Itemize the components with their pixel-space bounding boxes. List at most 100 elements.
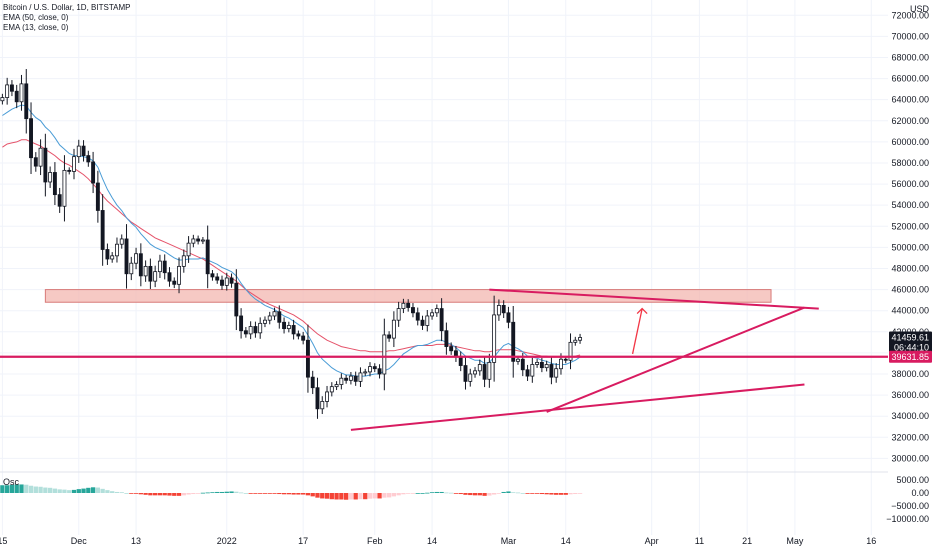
candle-body	[124, 238, 129, 275]
oscillator-bar	[449, 492, 454, 494]
oscillator-bar	[487, 493, 492, 496]
oscillator-bar	[539, 493, 545, 495]
oscillator-bar	[296, 493, 301, 495]
oscillator-bar	[520, 493, 525, 494]
level-price-badge[interactable]	[889, 350, 932, 363]
oscillator-bar	[458, 493, 463, 495]
oscillator-bar	[453, 493, 459, 494]
oscillator-bar	[167, 493, 172, 496]
ema13-line	[2, 104, 581, 377]
candle-body	[115, 243, 119, 257]
candle-body	[425, 315, 430, 326]
oscillator-bar	[315, 493, 320, 498]
oscillator-bar	[320, 493, 325, 499]
price-tick-label: 48000.00	[891, 263, 929, 273]
oscillator-bar	[372, 493, 377, 499]
oscillator-bar	[291, 493, 296, 495]
candle-body	[224, 277, 229, 286]
oscillator-bar	[277, 493, 282, 495]
oscillator-bar	[267, 493, 272, 494]
candlesticks	[0, 69, 583, 419]
oscillator-bar	[491, 493, 497, 495]
ema13-legend[interactable]: EMA (13, close, 0)	[3, 23, 69, 32]
oscillator-bar	[238, 492, 244, 494]
oscillator-bar	[234, 491, 239, 493]
time-axis[interactable]: 15 Dec 13 2022 17 Feb 14 Mar 14 Apr 11 21 May 16	[0, 536, 876, 546]
oscillator-bar	[506, 491, 511, 493]
candle-body	[52, 172, 57, 196]
candle-body	[105, 249, 110, 260]
time-tick-label: Dec	[71, 536, 88, 546]
candle-body	[277, 311, 282, 323]
oscillator-bar	[425, 492, 430, 494]
candle-body	[186, 242, 191, 257]
oscillator-pane	[0, 484, 583, 500]
candle-body	[0, 97, 5, 102]
time-tick-label: 15	[0, 536, 7, 546]
candle-body	[48, 172, 53, 183]
ema50-legend[interactable]: EMA (50, close, 0)	[3, 13, 69, 22]
oscillator-bar	[324, 493, 330, 499]
candle-body	[463, 365, 468, 382]
candle-body	[100, 210, 105, 250]
oscillator-bar	[71, 489, 77, 493]
trendline[interactable]	[546, 306, 805, 413]
oscillator-bar	[205, 492, 210, 494]
oscillator-bar	[5, 485, 10, 493]
candle-body	[167, 272, 172, 282]
candle-body	[205, 239, 210, 275]
trendline[interactable]	[489, 288, 819, 310]
candle-body	[43, 147, 48, 183]
time-tick-label: 21	[742, 536, 752, 546]
candle-body	[496, 305, 501, 316]
candle-body	[430, 312, 435, 317]
candle-body	[239, 315, 244, 332]
oscillator-bar	[86, 487, 91, 493]
candle-body	[253, 326, 258, 334]
oscillator-bar	[329, 493, 334, 500]
drawings[interactable]	[0, 288, 888, 431]
candle-body	[200, 239, 205, 242]
level-price-label: 39631.85	[891, 352, 929, 362]
candle-body	[172, 280, 177, 285]
arrow-shaft[interactable]	[631, 308, 643, 355]
oscillator-bar	[305, 493, 311, 496]
candle-body	[363, 371, 368, 374]
candle-body	[129, 262, 134, 275]
candle-body	[210, 273, 215, 278]
candle-body	[525, 369, 530, 377]
candle-body	[315, 387, 320, 410]
candle-body	[520, 358, 525, 371]
price-tick-label: 66000.00	[891, 74, 929, 84]
oscillator-bar	[339, 493, 344, 500]
last-price-badge[interactable]	[889, 331, 932, 354]
candle-body	[24, 83, 29, 120]
arrow-head[interactable]	[636, 307, 648, 315]
price-tick-label: 70000.00	[891, 31, 929, 41]
candle-body	[305, 339, 310, 378]
trendline[interactable]	[350, 383, 805, 431]
oscillator-bar	[153, 493, 158, 496]
candle-body	[215, 276, 220, 281]
candle-body	[401, 302, 406, 309]
candle-body	[38, 147, 43, 167]
price-tick-label: 68000.00	[891, 52, 929, 62]
last-price-label: 41459.61	[891, 332, 929, 342]
oscillator-bar	[195, 493, 201, 494]
oscillator-bar	[534, 493, 540, 494]
candle-body	[301, 335, 306, 341]
candle-body	[535, 361, 540, 365]
candle-body	[143, 265, 148, 277]
oscillator-bar	[253, 493, 258, 494]
candle-body	[320, 401, 325, 410]
price-tick-label: 38000.00	[891, 369, 929, 379]
price-axis[interactable]: 30000.00 32000.00 34000.00 36000.00 38000.00…	[886, 4, 932, 524]
symbol-title[interactable]: Bitcoin / U.S. Dollar, 1D, BITSTAMP	[3, 3, 131, 12]
oscillator-bar	[511, 492, 516, 494]
oscillator-bar	[343, 493, 349, 500]
oscillator-bar	[420, 493, 425, 494]
candle-body	[325, 391, 329, 402]
price-tick-label: 62000.00	[891, 116, 929, 126]
candle-body	[487, 361, 492, 380]
